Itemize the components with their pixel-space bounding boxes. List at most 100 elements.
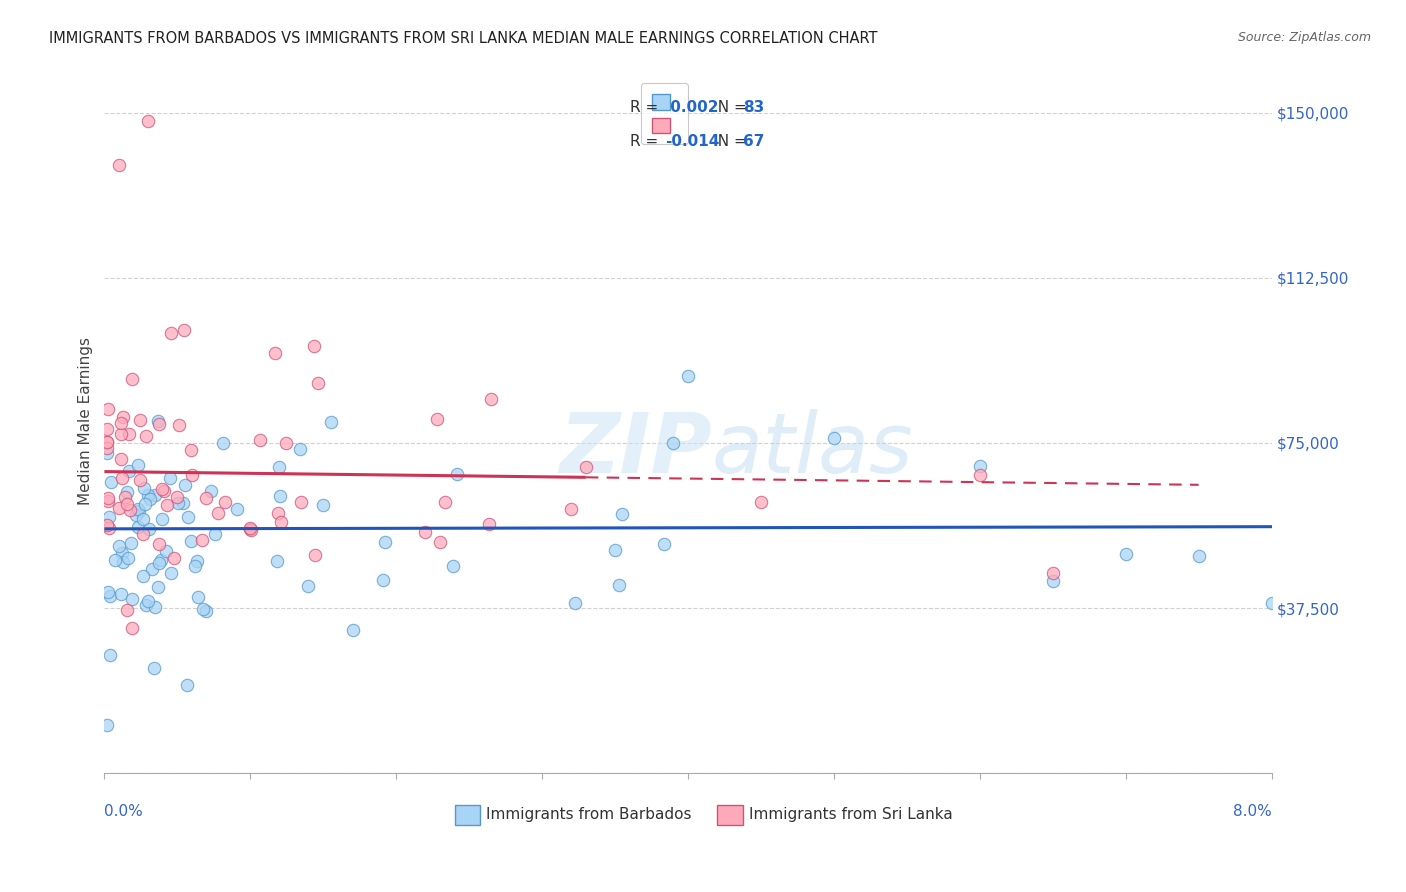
Point — [118, 427, 141, 442]
Point — [239, 523, 262, 537]
Point — [148, 414, 170, 428]
Point — [478, 517, 501, 532]
Point — [297, 579, 319, 593]
Point — [371, 573, 394, 587]
Point — [434, 495, 457, 509]
Point — [194, 491, 217, 505]
Point — [415, 524, 437, 539]
Point — [108, 539, 131, 553]
Point — [441, 559, 464, 574]
Text: N =: N = — [707, 100, 751, 115]
Point — [117, 550, 139, 565]
Point — [676, 368, 699, 383]
Point — [104, 553, 127, 567]
Point — [134, 481, 156, 495]
Point — [143, 599, 166, 614]
Point — [125, 508, 148, 523]
Point — [138, 522, 160, 536]
Point — [107, 500, 129, 515]
Point — [187, 591, 209, 605]
Text: -0.014: -0.014 — [665, 134, 718, 149]
Point — [429, 535, 451, 549]
Point — [194, 603, 217, 617]
Point — [118, 464, 141, 478]
Point — [239, 521, 262, 535]
Point — [98, 509, 121, 524]
Point — [166, 496, 188, 510]
Point — [176, 678, 198, 692]
Point — [214, 494, 236, 508]
Point — [226, 502, 249, 516]
Point — [575, 459, 598, 474]
Point — [166, 490, 188, 504]
Point — [127, 520, 149, 534]
Text: R =: R = — [630, 134, 662, 149]
Point — [148, 557, 170, 571]
Point — [823, 431, 845, 445]
Point — [112, 556, 135, 570]
Point — [607, 577, 630, 591]
Point — [1042, 574, 1064, 589]
Point — [479, 392, 502, 406]
Point — [207, 506, 229, 520]
Point — [148, 536, 170, 550]
Point — [264, 345, 287, 359]
Point — [96, 422, 118, 436]
Point — [1115, 547, 1137, 561]
Point — [111, 545, 134, 559]
Point — [135, 599, 157, 613]
Point — [267, 506, 290, 520]
Point — [120, 503, 142, 517]
Point — [96, 434, 118, 449]
Text: 0.002: 0.002 — [665, 100, 718, 115]
Point — [131, 527, 153, 541]
Point — [177, 510, 200, 524]
Point — [183, 559, 205, 574]
Point — [155, 544, 177, 558]
Text: IMMIGRANTS FROM BARBADOS VS IMMIGRANTS FROM SRI LANKA MEDIAN MALE EARNINGS CORRE: IMMIGRANTS FROM BARBADOS VS IMMIGRANTS F… — [49, 31, 877, 46]
Point — [186, 554, 208, 568]
Point — [269, 489, 291, 503]
Point — [110, 427, 132, 442]
Point — [128, 473, 150, 487]
Point — [191, 602, 214, 616]
Text: 8.0%: 8.0% — [1233, 804, 1271, 819]
Point — [167, 417, 190, 432]
Point — [148, 417, 170, 431]
Point — [98, 589, 121, 603]
Point — [321, 415, 343, 429]
Point — [149, 553, 172, 567]
Y-axis label: Median Male Earnings: Median Male Earnings — [79, 337, 93, 505]
Text: Immigrants from Barbados: Immigrants from Barbados — [486, 807, 692, 822]
Point — [304, 549, 326, 563]
Point — [97, 585, 120, 599]
Point — [110, 452, 132, 467]
Point — [312, 498, 335, 512]
Point — [446, 467, 468, 482]
Point — [97, 401, 120, 416]
Point — [610, 507, 633, 521]
Text: R =: R = — [630, 100, 662, 115]
Point — [96, 434, 118, 449]
Point — [132, 511, 155, 525]
Point — [159, 471, 181, 485]
Point — [603, 542, 626, 557]
Point — [132, 568, 155, 582]
Text: Immigrants from Sri Lanka: Immigrants from Sri Lanka — [748, 807, 952, 822]
Point — [98, 521, 121, 535]
Text: N =: N = — [707, 134, 751, 149]
Text: 83: 83 — [742, 100, 763, 115]
Point — [564, 596, 586, 610]
Point — [111, 471, 134, 485]
Point — [135, 428, 157, 442]
Point — [120, 536, 142, 550]
Point — [129, 413, 152, 427]
Point — [1042, 566, 1064, 581]
Point — [138, 593, 160, 607]
Point — [160, 326, 183, 340]
Point — [174, 478, 197, 492]
Point — [127, 458, 149, 472]
Point — [134, 497, 156, 511]
Point — [266, 554, 288, 568]
Text: Source: ZipAtlas.com: Source: ZipAtlas.com — [1237, 31, 1371, 45]
